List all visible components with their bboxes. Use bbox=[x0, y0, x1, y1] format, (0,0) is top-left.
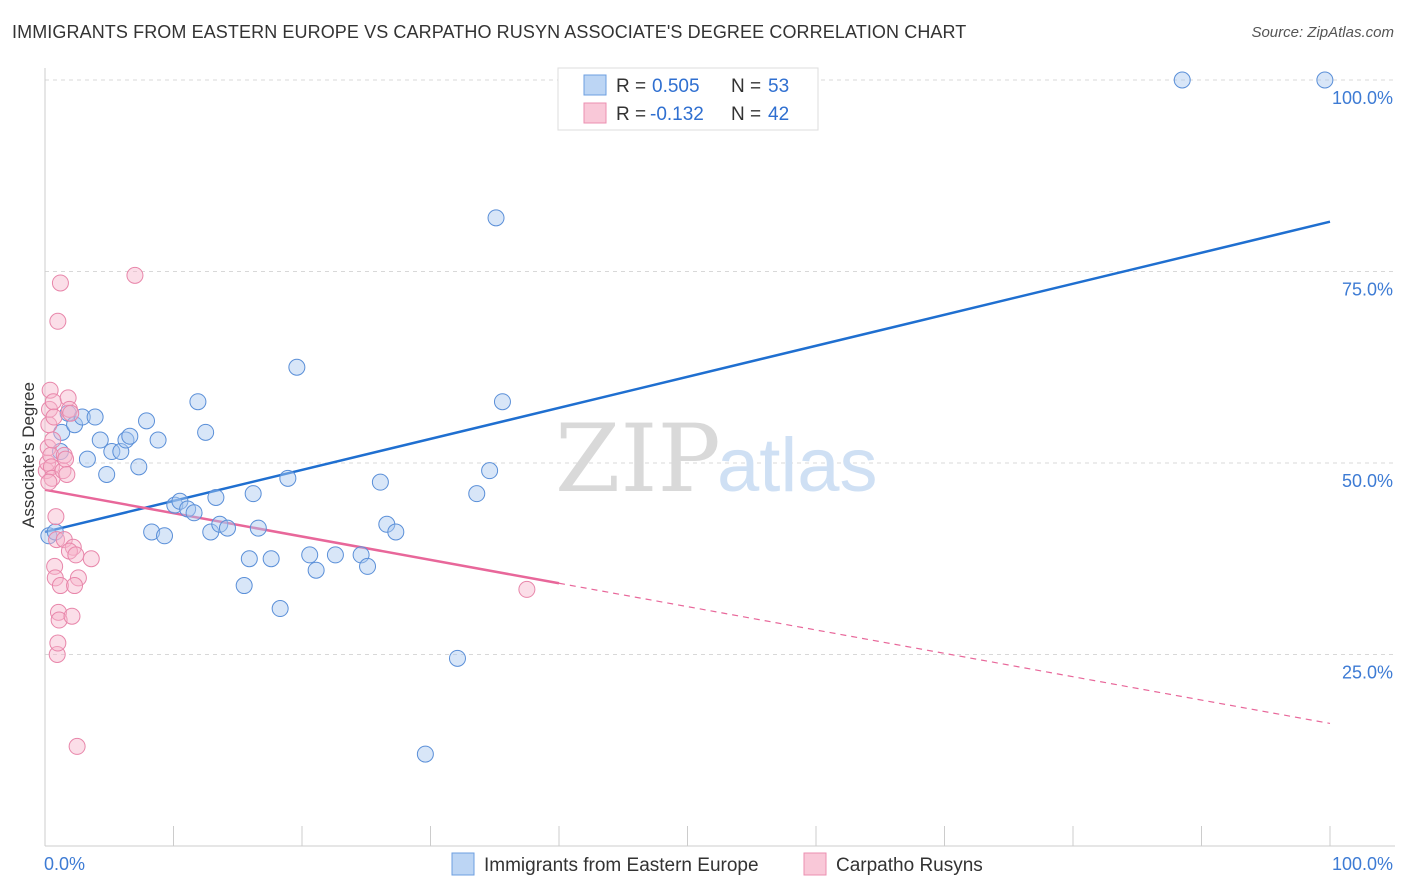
bottom-legend: Immigrants from Eastern Europe Carpatho … bbox=[451, 852, 983, 876]
legend-r-label-2: R = bbox=[616, 104, 646, 125]
blue-point-11 bbox=[103, 443, 121, 461]
bottom-legend-label-pink: Carpatho Rusyns bbox=[836, 855, 983, 876]
blue-point-40 bbox=[326, 546, 344, 564]
blue-point-16 bbox=[138, 412, 156, 430]
blue-point-15 bbox=[130, 458, 148, 476]
blue-point-23 bbox=[185, 504, 203, 522]
blue-point-43 bbox=[371, 473, 389, 491]
blue-point-30 bbox=[240, 550, 258, 568]
y-tick-label-25: 25.0% bbox=[1342, 663, 1393, 683]
pink-point-39 bbox=[126, 266, 144, 284]
pink-point-40 bbox=[40, 473, 58, 491]
blue-point-35 bbox=[279, 469, 297, 487]
watermark: ZIP atlas bbox=[555, 405, 878, 514]
pink-point-35 bbox=[63, 607, 81, 625]
blue-point-25 bbox=[197, 423, 215, 441]
blue-point-45 bbox=[387, 523, 405, 541]
gridlines bbox=[45, 79, 1395, 655]
blue-point-17 bbox=[143, 523, 161, 541]
pink-trend-line bbox=[44, 488, 560, 585]
blue-point-39 bbox=[307, 561, 325, 579]
axes bbox=[44, 68, 1395, 847]
y-tick-label-75: 75.0% bbox=[1342, 280, 1393, 300]
blue-trend-line bbox=[44, 220, 1331, 534]
blue-point-27 bbox=[207, 488, 225, 506]
y-tick-label-100: 100.0% bbox=[1332, 88, 1393, 108]
legend-r-label-1: R = bbox=[616, 76, 646, 97]
blue-point-9 bbox=[91, 431, 109, 449]
data-points bbox=[37, 71, 1334, 763]
blue-point-46 bbox=[448, 649, 466, 667]
legend-n-value-2: 42 bbox=[768, 104, 789, 125]
x-tick-label-min: 0.0% bbox=[44, 854, 85, 874]
blue-point-34 bbox=[262, 550, 280, 568]
legend-n-label-2: N = bbox=[731, 104, 761, 125]
blue-point-52 bbox=[1173, 71, 1191, 89]
x-tick-labels: 0.0% 100.0% bbox=[44, 854, 1393, 874]
pink-point-20 bbox=[49, 312, 67, 330]
pink-point-21 bbox=[51, 274, 69, 292]
y-tick-labels: 25.0% 50.0% 75.0% 100.0% bbox=[1332, 88, 1393, 683]
legend-swatch-blue bbox=[583, 74, 607, 96]
pink-point-10 bbox=[44, 393, 62, 411]
blue-point-32 bbox=[249, 519, 267, 537]
blue-point-48 bbox=[481, 462, 499, 480]
blue-point-53 bbox=[1316, 71, 1334, 89]
pink-trend-extension bbox=[558, 582, 1331, 725]
pink-point-36 bbox=[66, 577, 84, 595]
legend-n-label-1: N = bbox=[731, 76, 761, 97]
blue-point-49 bbox=[493, 393, 511, 411]
chart-title: IMMIGRANTS FROM EASTERN EUROPE VS CARPAT… bbox=[12, 22, 967, 42]
blue-point-42 bbox=[359, 557, 377, 575]
legend-r-value-1: 0.505 bbox=[652, 76, 700, 97]
pink-point-28 bbox=[62, 404, 80, 422]
watermark-atlas: atlas bbox=[717, 423, 878, 508]
pink-point-19 bbox=[50, 611, 68, 629]
bottom-legend-swatch-pink bbox=[803, 852, 827, 876]
blue-point-10 bbox=[98, 465, 116, 483]
legend-n-value-1: 53 bbox=[768, 76, 789, 97]
bottom-legend-label-blue: Immigrants from Eastern Europe bbox=[484, 855, 759, 876]
source-label: Source: ZipAtlas.com bbox=[1251, 24, 1394, 41]
blue-point-18 bbox=[149, 431, 167, 449]
bottom-legend-swatch-blue bbox=[451, 852, 475, 876]
blue-point-19 bbox=[156, 527, 174, 545]
pink-point-9 bbox=[44, 431, 62, 449]
blue-point-29 bbox=[218, 519, 236, 537]
y-tick-label-50: 50.0% bbox=[1342, 471, 1393, 491]
pink-point-25 bbox=[58, 465, 76, 483]
trend-lines bbox=[44, 220, 1331, 725]
legend-r-value-2: -0.132 bbox=[650, 104, 704, 125]
pink-point-17 bbox=[49, 634, 67, 652]
pink-point-24 bbox=[57, 450, 75, 468]
pink-point-41 bbox=[518, 580, 536, 598]
blue-point-51 bbox=[416, 745, 434, 763]
blue-point-24 bbox=[189, 393, 207, 411]
x-tick-label-max: 100.0% bbox=[1332, 854, 1393, 874]
legend-swatch-pink bbox=[583, 102, 607, 124]
blue-point-36 bbox=[271, 600, 289, 618]
blue-point-31 bbox=[244, 485, 262, 503]
pink-point-38 bbox=[82, 550, 100, 568]
pink-point-34 bbox=[51, 577, 69, 595]
pink-point-32 bbox=[67, 546, 85, 564]
pink-point-37 bbox=[68, 737, 86, 755]
blue-point-47 bbox=[468, 485, 486, 503]
blue-point-7 bbox=[78, 450, 96, 468]
pink-point-33 bbox=[69, 569, 87, 587]
pink-point-11 bbox=[45, 408, 63, 426]
blue-point-38 bbox=[301, 546, 319, 564]
y-axis-label: Associate's Degree bbox=[19, 382, 38, 528]
watermark-zip: ZIP bbox=[555, 405, 721, 514]
blue-point-28 bbox=[211, 515, 229, 533]
blue-point-33 bbox=[235, 577, 253, 595]
blue-point-37 bbox=[288, 358, 306, 376]
blue-point-14 bbox=[121, 427, 139, 445]
legend: R = 0.505 N = 53 R = -0.132 N = 42 bbox=[557, 67, 819, 131]
blue-point-50 bbox=[487, 209, 505, 227]
pink-point-14 bbox=[47, 508, 65, 526]
blue-point-8 bbox=[86, 408, 104, 426]
